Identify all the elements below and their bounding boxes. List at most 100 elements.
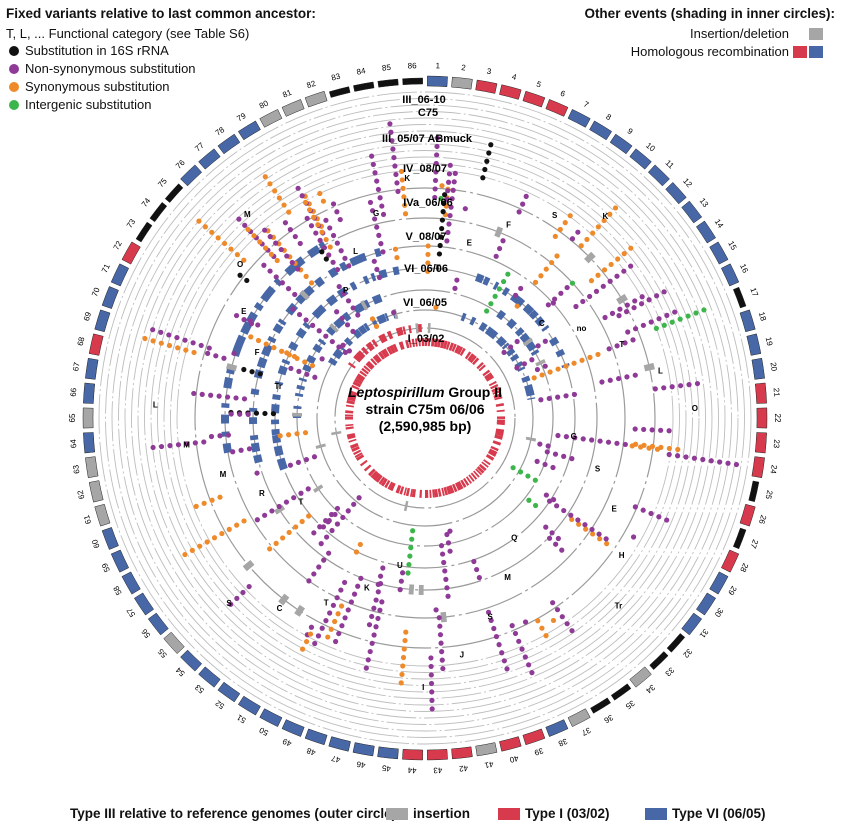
variant-dot xyxy=(648,510,654,517)
variant-dot xyxy=(357,541,363,548)
outer-segment xyxy=(748,480,760,503)
type1-ring-block xyxy=(478,463,487,472)
segment-number: 1 xyxy=(435,61,440,70)
type1-ring-block xyxy=(455,482,461,491)
type1-ring-block xyxy=(445,341,451,350)
variant-dot xyxy=(438,234,444,240)
variant-dot xyxy=(685,313,691,319)
variant-dot xyxy=(249,369,255,375)
variant-dot xyxy=(299,193,305,199)
outer-grid-ring xyxy=(131,124,719,712)
variant-dot xyxy=(725,460,731,466)
type1-ring-block xyxy=(361,367,370,375)
variant-dot xyxy=(500,238,506,244)
ring-label: C75 xyxy=(418,107,438,119)
recombination-block xyxy=(395,326,404,337)
recombination-block xyxy=(250,442,261,453)
variant-dot xyxy=(318,541,324,547)
variant-dot xyxy=(329,527,335,534)
recombination-block xyxy=(548,336,560,347)
type1-ring-block xyxy=(454,344,461,354)
type1-ring-block xyxy=(372,472,381,481)
category-label: I xyxy=(422,683,424,692)
segment-number: 5 xyxy=(535,80,543,90)
variant-dot xyxy=(437,632,444,638)
segment-number: 33 xyxy=(663,665,676,678)
recombination-block xyxy=(365,341,375,352)
type1-ring-block xyxy=(372,354,381,364)
variant-dot xyxy=(514,365,520,371)
variant-dot xyxy=(292,291,298,298)
variant-dot xyxy=(537,441,543,447)
variant-dot xyxy=(293,524,299,530)
segment-number: 17 xyxy=(748,286,760,298)
variant-dot xyxy=(516,209,522,215)
outer-segment xyxy=(198,148,221,170)
recomb-swatch-red xyxy=(793,46,807,58)
variant-dot xyxy=(543,266,549,272)
indel-block xyxy=(643,362,655,372)
variant-dot xyxy=(564,621,570,627)
variant-dot xyxy=(399,570,406,576)
type1-ring-block xyxy=(389,344,396,354)
variant-dot xyxy=(296,311,303,318)
category-label: K xyxy=(404,174,410,183)
legend-bottom-insertion: insertion xyxy=(413,806,471,821)
variant-dot xyxy=(267,234,273,240)
variant-dot xyxy=(614,440,620,446)
variant-dot xyxy=(334,309,340,315)
variant-dot xyxy=(201,500,207,506)
variant-dot xyxy=(449,196,455,202)
variant-dot xyxy=(588,278,595,284)
outer-segment xyxy=(85,357,99,380)
strain-ring xyxy=(224,217,626,619)
variant-dot xyxy=(501,658,507,664)
variant-dot xyxy=(380,211,387,218)
variant-dot xyxy=(550,497,557,503)
category-label: P xyxy=(343,286,349,295)
variant-dot xyxy=(336,283,342,290)
variant-dot xyxy=(439,657,445,663)
variant-dot xyxy=(267,181,273,187)
variant-dot xyxy=(311,454,318,460)
variant-dot xyxy=(505,271,511,277)
recombination-block xyxy=(495,335,507,348)
type1-ring-block xyxy=(355,374,365,382)
variant-dot xyxy=(233,395,239,401)
variant-dot xyxy=(602,314,608,321)
variant-dot xyxy=(307,207,313,213)
recombination-block xyxy=(534,316,546,327)
indel-block xyxy=(226,363,238,372)
type1-ring-block xyxy=(451,343,457,352)
variant-dot xyxy=(590,230,596,236)
category-label: E xyxy=(611,504,617,513)
variant-dot xyxy=(653,325,659,331)
variant-dot xyxy=(607,377,613,383)
variant-dot xyxy=(262,227,268,233)
outer-segment xyxy=(101,286,119,309)
variant-dot xyxy=(549,530,555,536)
variant-dot xyxy=(334,240,340,246)
type1-ring-block xyxy=(405,339,410,349)
variant-dot xyxy=(225,432,232,438)
variant-dot xyxy=(334,595,340,601)
variant-dot xyxy=(436,615,442,621)
variant-dot xyxy=(379,599,385,605)
variant-dot xyxy=(278,246,284,253)
outer-segment xyxy=(237,695,261,716)
variant-dot xyxy=(531,375,537,381)
type1-ring-block xyxy=(370,470,378,479)
variant-dot xyxy=(546,498,553,504)
recombination-block xyxy=(235,334,247,347)
ring-label: III_06-10 xyxy=(402,94,445,106)
outer-segment xyxy=(545,719,569,737)
variant-dot xyxy=(532,477,538,483)
variant-dot xyxy=(496,286,502,292)
variant-dot xyxy=(311,530,317,536)
category-label: Tr xyxy=(274,382,282,391)
type1-ring-block xyxy=(380,478,388,487)
variant-dot xyxy=(374,266,380,273)
variant-dot xyxy=(575,229,581,235)
variant-dot xyxy=(248,334,254,340)
segment-number: 37 xyxy=(580,725,593,737)
